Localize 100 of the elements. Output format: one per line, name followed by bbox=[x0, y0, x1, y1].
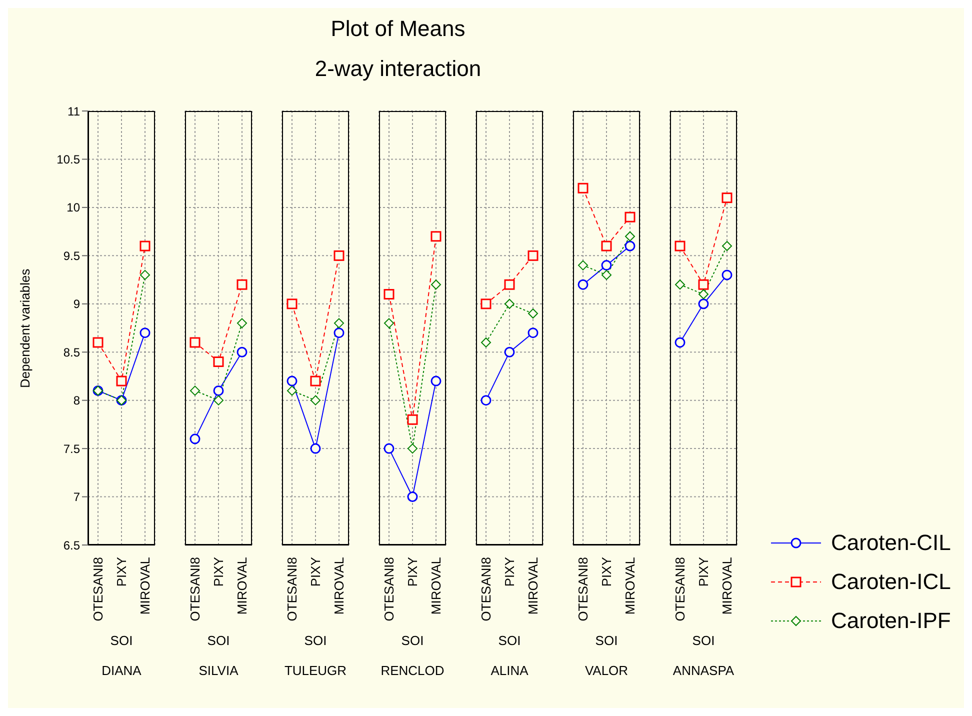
point bbox=[407, 414, 418, 425]
point bbox=[407, 492, 418, 502]
x-tick-label: OTESANI8 bbox=[382, 557, 396, 622]
point bbox=[236, 346, 248, 358]
x-tick-label: MIROVAL bbox=[332, 557, 346, 615]
point bbox=[722, 192, 732, 204]
x-tick-label: PIXY bbox=[599, 556, 614, 587]
point bbox=[310, 376, 321, 386]
point bbox=[698, 279, 709, 290]
text: VALOR bbox=[584, 663, 630, 678]
y-tick-label: 10 bbox=[66, 200, 80, 215]
legend-label: Caroten-CIL bbox=[831, 530, 951, 556]
x-tick-label: PIXY bbox=[211, 556, 226, 587]
text: ALINA bbox=[490, 663, 530, 678]
x-tick-label: PIXY bbox=[696, 556, 711, 587]
x-tick-label: MIROVAL bbox=[622, 557, 638, 615]
x-axis-title: SOI bbox=[206, 633, 231, 648]
x-tick-label: PIXY bbox=[405, 556, 420, 587]
point bbox=[287, 386, 297, 396]
point bbox=[675, 280, 685, 290]
point bbox=[286, 376, 298, 386]
point bbox=[624, 212, 636, 222]
point bbox=[578, 260, 588, 270]
y-tick-label: 9 bbox=[73, 297, 80, 312]
text: TULEUGR bbox=[283, 663, 348, 678]
point bbox=[698, 289, 708, 300]
point bbox=[384, 318, 394, 328]
x-tick-label: OTESANI8 bbox=[576, 557, 590, 622]
point bbox=[384, 443, 394, 454]
point bbox=[140, 270, 150, 280]
point bbox=[140, 240, 150, 252]
x-tick-label: MIROVAL bbox=[234, 557, 250, 615]
point bbox=[92, 337, 104, 348]
y-tick-label: 10.5 bbox=[56, 152, 80, 166]
point bbox=[213, 385, 224, 396]
point bbox=[430, 231, 442, 242]
point bbox=[190, 337, 200, 348]
point bbox=[237, 318, 247, 328]
x-tick-label: PIXY bbox=[308, 556, 323, 587]
legend-label: Caroten-IPF bbox=[831, 608, 951, 634]
x-axis-title: SOI bbox=[400, 633, 425, 648]
point bbox=[504, 298, 514, 309]
point bbox=[213, 356, 224, 368]
x-tick-label: OTESANI8 bbox=[478, 557, 494, 622]
x-tick-label: MIROVAL bbox=[428, 557, 444, 615]
x-axis-title: SOI bbox=[497, 633, 522, 648]
point bbox=[384, 288, 394, 300]
text: DIANA bbox=[100, 663, 142, 678]
x-tick-label: PIXY bbox=[114, 556, 129, 587]
point bbox=[480, 395, 492, 406]
point bbox=[480, 298, 492, 310]
text: ANNASPA bbox=[672, 663, 736, 678]
point bbox=[625, 231, 635, 242]
point bbox=[334, 328, 344, 338]
x-tick-label: OTESANI8 bbox=[188, 557, 202, 622]
point bbox=[334, 318, 344, 328]
point bbox=[190, 434, 200, 444]
point bbox=[116, 376, 127, 386]
point bbox=[430, 376, 442, 386]
point bbox=[601, 260, 612, 271]
point bbox=[286, 298, 298, 310]
point bbox=[578, 182, 588, 194]
y-tick-label: 7.5 bbox=[63, 442, 80, 456]
point bbox=[431, 280, 441, 290]
point bbox=[528, 250, 538, 261]
point bbox=[504, 346, 515, 358]
point bbox=[528, 308, 538, 319]
x-axis-title: SOI bbox=[303, 633, 328, 648]
point bbox=[578, 279, 588, 290]
point bbox=[310, 395, 320, 406]
x-axis-title: SOI bbox=[109, 633, 134, 648]
point bbox=[624, 240, 636, 252]
x-tick-label: MIROVAL bbox=[526, 557, 540, 615]
x-axis-title: SOI bbox=[691, 633, 716, 648]
point bbox=[190, 386, 200, 396]
legend-label: Caroten-ICL bbox=[831, 568, 951, 594]
chart-title: Plot of Means bbox=[330, 16, 466, 42]
y-tick-label: 8 bbox=[73, 394, 80, 408]
y-tick-label: 8.5 bbox=[63, 345, 80, 360]
point bbox=[214, 395, 224, 406]
point bbox=[674, 240, 686, 252]
y-tick-label: 6.5 bbox=[63, 538, 80, 552]
point bbox=[722, 270, 732, 280]
x-tick-label: OTESANI8 bbox=[284, 557, 300, 622]
point bbox=[504, 279, 515, 290]
point bbox=[528, 328, 538, 338]
x-tick-label: MIROVAL bbox=[138, 557, 152, 615]
point bbox=[698, 298, 709, 310]
x-tick-label: OTESANI8 bbox=[672, 557, 688, 622]
point bbox=[140, 328, 150, 338]
point bbox=[481, 337, 491, 348]
point bbox=[334, 250, 344, 261]
text: RENCLOD bbox=[380, 663, 446, 678]
text: SILVIA bbox=[198, 663, 240, 678]
point bbox=[408, 444, 418, 454]
y-axis-title: Dependent variables bbox=[18, 268, 33, 388]
point bbox=[601, 240, 612, 252]
point bbox=[236, 279, 248, 290]
point bbox=[310, 443, 321, 454]
point bbox=[602, 270, 612, 280]
